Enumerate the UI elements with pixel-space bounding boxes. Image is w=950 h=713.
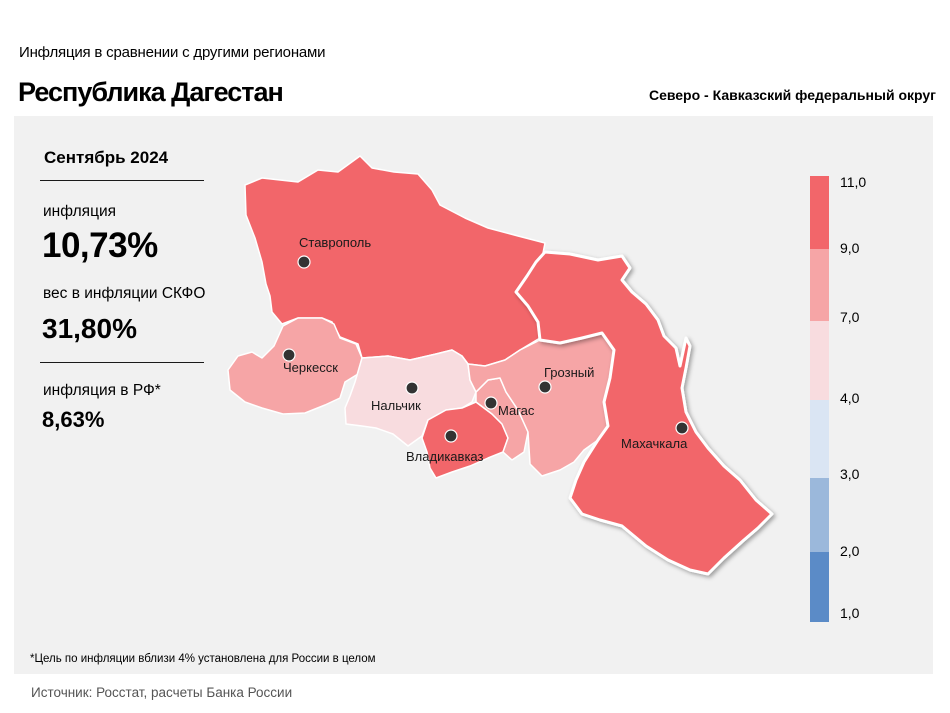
region-cherkessk [227, 317, 363, 415]
legend-tick: 3,0 [840, 466, 860, 482]
period-label: Сентябрь 2024 [44, 148, 169, 167]
legend-tick: 4,0 [840, 390, 860, 406]
legend-swatch-2 [810, 321, 829, 400]
legend-swatch-3 [810, 400, 829, 478]
divider [40, 180, 204, 181]
inflation-value: 10,73% [42, 226, 158, 265]
footnote: *Цель по инфляции вблизи 4% установлена … [30, 653, 376, 665]
city-marker [297, 255, 311, 269]
region-makhachkala [514, 250, 774, 576]
page-title: Республика Дагестан [18, 77, 284, 107]
city-marker [675, 421, 689, 435]
city-label-makhachkala: Махачкала [621, 436, 688, 451]
legend-tick: 9,0 [840, 240, 860, 256]
legend-swatch-0 [810, 176, 829, 249]
legend-tick: 2,0 [840, 543, 860, 559]
city-label-grozny: Грозный [544, 365, 594, 380]
inflation-label: инфляция [43, 203, 116, 220]
city-label-cherkessk: Черкесск [283, 360, 338, 375]
legend-swatch-4 [810, 478, 829, 552]
city-marker [282, 348, 296, 362]
city-label-stavropol: Ставрополь [299, 235, 371, 250]
region-vladikavkaz [421, 401, 509, 479]
rf-inflation-value: 8,63% [42, 407, 105, 432]
subtitle: Инфляция в сравнении с другими регионами [19, 44, 326, 61]
city-label-nalchik: Нальчик [371, 398, 421, 413]
city-marker [405, 381, 419, 395]
legend-tick: 1,0 [840, 605, 860, 621]
legend-swatch-5 [810, 552, 829, 622]
legend-swatch-1 [810, 249, 829, 321]
city-marker [444, 429, 458, 443]
weight-label: вес в инфляции СКФО [43, 285, 206, 302]
divider [40, 362, 204, 363]
source-note: Источник: Росстат, расчеты Банка России [31, 685, 293, 700]
legend-tick: 7,0 [840, 309, 860, 325]
legend-tick: 11,0 [840, 174, 867, 190]
city-label-magas: Магас [498, 403, 535, 418]
district-label: Северо - Кавказский федеральный округ [648, 87, 936, 103]
rf-inflation-label: инфляция в РФ* [43, 382, 161, 399]
city-marker [538, 380, 552, 394]
weight-value: 31,80% [42, 313, 137, 344]
city-label-vladikavkaz: Владикавказ [406, 449, 484, 464]
city-marker [484, 396, 498, 410]
